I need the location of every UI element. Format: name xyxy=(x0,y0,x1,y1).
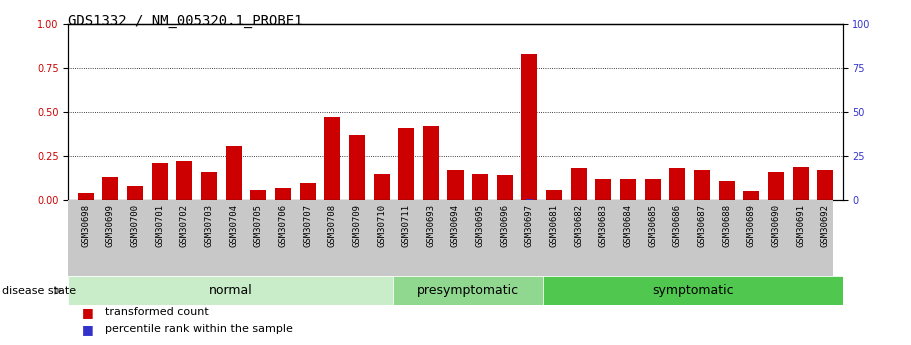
Text: GSM30690: GSM30690 xyxy=(772,204,781,247)
Text: GSM30689: GSM30689 xyxy=(747,204,756,247)
Bar xyxy=(526,199,533,200)
Text: GSM30694: GSM30694 xyxy=(451,204,460,247)
Bar xyxy=(324,117,340,200)
Text: presymptomatic: presymptomatic xyxy=(417,284,519,297)
Bar xyxy=(68,276,393,305)
Bar xyxy=(472,174,488,200)
Text: normal: normal xyxy=(209,284,252,297)
Text: GSM30704: GSM30704 xyxy=(229,204,238,247)
Bar xyxy=(645,179,660,200)
Text: GSM30693: GSM30693 xyxy=(426,204,435,247)
Text: GSM30701: GSM30701 xyxy=(155,204,164,247)
Bar xyxy=(398,128,415,200)
Bar xyxy=(571,168,587,200)
Text: GSM30708: GSM30708 xyxy=(328,204,337,247)
Bar xyxy=(151,163,168,200)
Text: GSM30711: GSM30711 xyxy=(402,204,411,247)
Bar xyxy=(275,188,291,200)
Bar xyxy=(670,168,685,200)
Bar xyxy=(743,191,760,200)
Bar xyxy=(201,172,217,200)
Text: GSM30682: GSM30682 xyxy=(574,204,583,247)
Text: GSM30697: GSM30697 xyxy=(525,204,534,247)
Bar xyxy=(176,161,192,200)
Text: percentile rank within the sample: percentile rank within the sample xyxy=(105,325,292,334)
Text: GSM30700: GSM30700 xyxy=(130,204,139,247)
Text: GSM30688: GSM30688 xyxy=(722,204,732,247)
Bar xyxy=(521,54,537,200)
Text: GSM30696: GSM30696 xyxy=(500,204,509,247)
Text: GSM30709: GSM30709 xyxy=(353,204,362,247)
Text: GSM30685: GSM30685 xyxy=(649,204,658,247)
Bar xyxy=(423,126,439,200)
Bar xyxy=(127,186,143,200)
Text: GSM30687: GSM30687 xyxy=(698,204,707,247)
Bar xyxy=(496,176,513,200)
Text: ■: ■ xyxy=(82,323,94,336)
Text: GSM30706: GSM30706 xyxy=(279,204,287,247)
Text: GSM30702: GSM30702 xyxy=(179,204,189,247)
Text: GSM30692: GSM30692 xyxy=(821,204,830,247)
Bar xyxy=(447,170,464,200)
Bar xyxy=(596,179,611,200)
Text: GSM30699: GSM30699 xyxy=(106,204,115,247)
Bar xyxy=(226,146,241,200)
Bar xyxy=(543,276,843,305)
Bar xyxy=(719,181,735,200)
Text: GSM30686: GSM30686 xyxy=(673,204,682,247)
Text: GSM30705: GSM30705 xyxy=(253,204,262,247)
Text: GSM30695: GSM30695 xyxy=(476,204,485,247)
Bar xyxy=(102,177,118,200)
Text: GDS1332 / NM_005320.1_PROBE1: GDS1332 / NM_005320.1_PROBE1 xyxy=(68,14,302,28)
Text: GSM30710: GSM30710 xyxy=(377,204,386,247)
Bar xyxy=(620,179,636,200)
Text: GSM30691: GSM30691 xyxy=(796,204,805,247)
Text: symptomatic: symptomatic xyxy=(652,284,733,297)
Text: ■: ■ xyxy=(82,306,94,319)
Text: GSM30707: GSM30707 xyxy=(303,204,312,247)
Bar xyxy=(768,172,784,200)
Text: GSM30683: GSM30683 xyxy=(599,204,608,247)
Bar xyxy=(349,135,365,200)
Text: GSM30698: GSM30698 xyxy=(81,204,90,247)
Bar xyxy=(546,189,562,200)
Bar xyxy=(393,276,543,305)
Text: transformed count: transformed count xyxy=(105,307,209,317)
Bar xyxy=(694,170,710,200)
Bar xyxy=(300,183,315,200)
Text: GSM30681: GSM30681 xyxy=(549,204,558,247)
Text: GSM30684: GSM30684 xyxy=(624,204,632,247)
Text: disease state: disease state xyxy=(2,286,76,296)
Text: GSM30703: GSM30703 xyxy=(204,204,213,247)
Bar xyxy=(793,167,809,200)
Bar xyxy=(251,189,266,200)
Bar xyxy=(374,174,390,200)
Bar xyxy=(77,193,94,200)
Bar xyxy=(817,170,834,200)
